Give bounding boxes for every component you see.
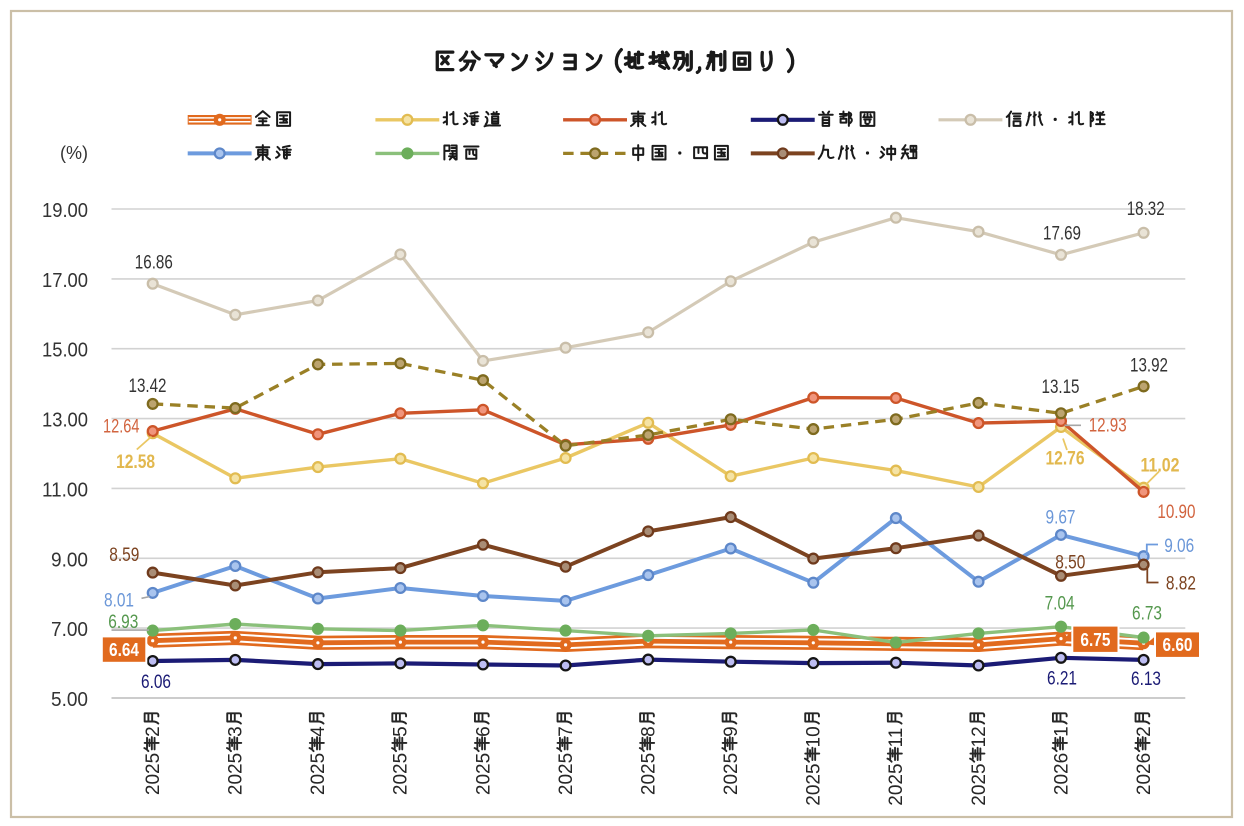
svg-text:10: 10	[804, 726, 825, 747]
svg-text:6.73: 6.73	[1132, 604, 1162, 625]
svg-text:2025: 2025	[308, 753, 329, 795]
svg-text:13.92: 13.92	[1130, 356, 1168, 377]
svg-text:2: 2	[143, 726, 164, 737]
svg-text:4: 4	[308, 726, 329, 737]
svg-text:5.00: 5.00	[51, 689, 88, 711]
svg-text:6: 6	[473, 726, 494, 737]
svg-text:6.21: 6.21	[1047, 669, 1077, 690]
svg-text:2025: 2025	[226, 753, 247, 795]
svg-text:7.04: 7.04	[1045, 593, 1075, 614]
svg-text:(%): (%)	[60, 143, 88, 163]
svg-text:13.00: 13.00	[42, 410, 88, 432]
svg-text:6.06: 6.06	[141, 672, 171, 693]
svg-text:5: 5	[391, 726, 412, 737]
svg-text:11.00: 11.00	[42, 479, 88, 501]
svg-text:2025: 2025	[886, 763, 907, 805]
svg-text:6.93: 6.93	[108, 612, 138, 633]
svg-text:8.01: 8.01	[104, 590, 134, 611]
svg-text:13.42: 13.42	[129, 376, 167, 397]
svg-text:6.75: 6.75	[1080, 629, 1110, 650]
svg-text:8.59: 8.59	[109, 545, 139, 566]
svg-text:12.58: 12.58	[116, 452, 155, 473]
svg-text:18.32: 18.32	[1127, 199, 1165, 220]
svg-text:2025: 2025	[143, 753, 164, 795]
svg-text:12.76: 12.76	[1046, 449, 1085, 470]
svg-text:7.00: 7.00	[51, 619, 88, 641]
svg-text:9: 9	[721, 726, 742, 737]
svg-text:8: 8	[639, 726, 660, 737]
svg-text:2025: 2025	[804, 763, 825, 805]
svg-text:9.67: 9.67	[1046, 508, 1076, 529]
svg-text:17.00: 17.00	[42, 270, 88, 292]
svg-text:10.90: 10.90	[1157, 502, 1195, 523]
svg-text:2025: 2025	[969, 763, 990, 805]
svg-text:2: 2	[1134, 726, 1155, 737]
svg-text:7: 7	[556, 726, 577, 737]
svg-text:15.00: 15.00	[42, 340, 88, 362]
svg-text:13.15: 13.15	[1042, 377, 1080, 398]
svg-text:19.00: 19.00	[42, 200, 88, 222]
svg-text:16.86: 16.86	[135, 252, 173, 273]
svg-text:2025: 2025	[721, 753, 742, 795]
svg-text:12.64: 12.64	[103, 416, 140, 437]
svg-text:12: 12	[969, 726, 990, 747]
svg-text:11: 11	[886, 728, 907, 748]
svg-text:11.02: 11.02	[1141, 455, 1180, 476]
svg-text:17.69: 17.69	[1043, 223, 1081, 244]
svg-text:8.82: 8.82	[1166, 574, 1196, 595]
svg-text:2025: 2025	[639, 753, 660, 795]
svg-text:1: 1	[1051, 726, 1072, 737]
svg-text:2025: 2025	[391, 753, 412, 795]
svg-text:2025: 2025	[473, 753, 494, 795]
svg-text:6.13: 6.13	[1131, 669, 1161, 690]
svg-text:3: 3	[226, 726, 247, 737]
svg-text:6.64: 6.64	[109, 639, 140, 660]
svg-text:2025: 2025	[556, 753, 577, 795]
svg-text:2026: 2026	[1051, 753, 1072, 795]
svg-text:6.60: 6.60	[1163, 634, 1193, 655]
svg-text:9.00: 9.00	[51, 549, 88, 571]
svg-text:8.50: 8.50	[1055, 553, 1085, 574]
svg-text:9.06: 9.06	[1164, 536, 1194, 557]
svg-text:2026: 2026	[1134, 753, 1155, 795]
svg-text:12.93: 12.93	[1089, 416, 1127, 437]
